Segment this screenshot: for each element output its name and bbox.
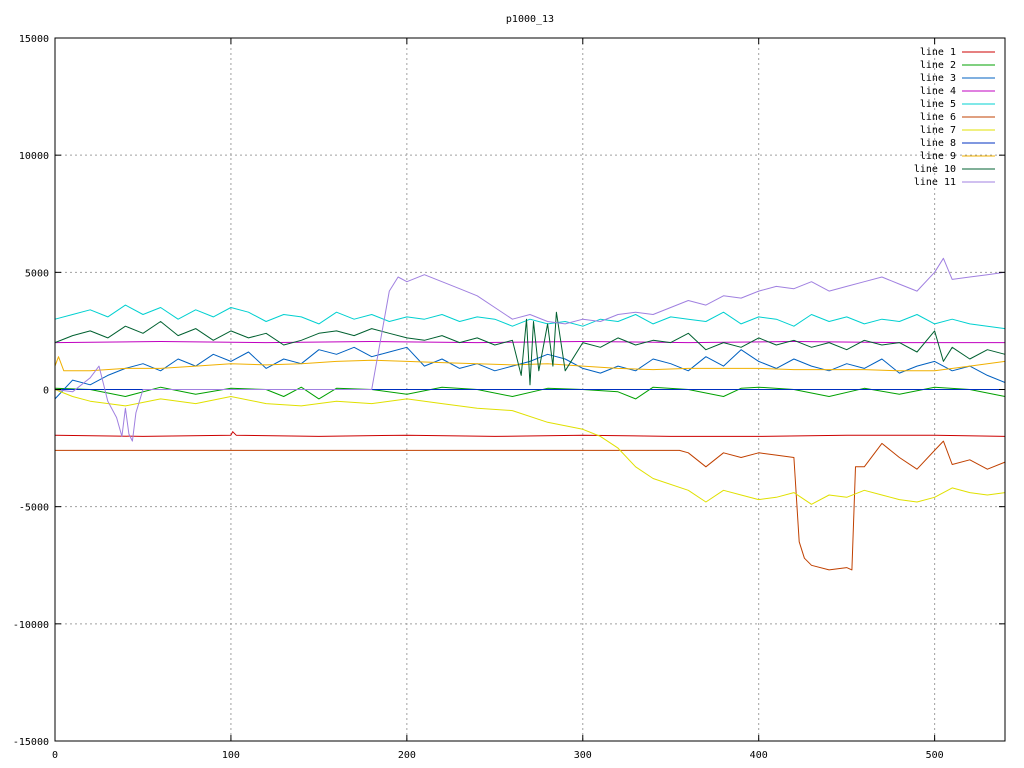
series-2-line bbox=[54, 386, 1006, 400]
y-tick-label: -10000 bbox=[13, 620, 49, 631]
series-6-line bbox=[55, 440, 1006, 571]
y-tick-label: -15000 bbox=[13, 737, 49, 748]
y-tick-label: 5000 bbox=[25, 268, 49, 279]
series-9-line bbox=[54, 356, 1006, 372]
series-10-line bbox=[54, 311, 1006, 386]
series-group bbox=[54, 257, 1006, 571]
series-11-line bbox=[54, 257, 1006, 442]
x-tick-label: 200 bbox=[398, 750, 416, 761]
legend: line 1 line 2 line 3 line 4 line 5 line 6 line… bbox=[914, 47, 995, 188]
legend-label: line 11 bbox=[914, 177, 956, 188]
legend-label: line 5 bbox=[920, 99, 956, 110]
legend-label: line 3 bbox=[920, 73, 956, 84]
series-1-line bbox=[54, 431, 1006, 437]
x-tick-label: 100 bbox=[222, 750, 240, 761]
legend-label: line 10 bbox=[914, 164, 956, 175]
legend-label: line 2 bbox=[920, 60, 956, 71]
x-tick-label: 500 bbox=[926, 750, 944, 761]
legend-label: line 9 bbox=[920, 151, 956, 162]
legend-label: line 7 bbox=[920, 125, 956, 136]
legend-label: line 6 bbox=[920, 112, 956, 123]
series-3-line bbox=[54, 346, 1006, 400]
y-tick-label: -5000 bbox=[19, 503, 49, 514]
axis-ticks: 0 100 200 300 400 500 -15000 -10000 -5000 0 5000 10… bbox=[13, 34, 1005, 761]
legend-label: line 4 bbox=[920, 86, 956, 97]
series-7-line bbox=[54, 389, 1006, 505]
legend-label: line 8 bbox=[920, 138, 956, 149]
y-tick-label: 10000 bbox=[19, 151, 49, 162]
y-tick-label: 0 bbox=[43, 386, 49, 397]
series-5-line bbox=[54, 304, 1006, 330]
chart-title: p1000_13 bbox=[506, 14, 554, 25]
legend-label: line 1 bbox=[920, 47, 956, 58]
series-4-line bbox=[54, 341, 1005, 344]
x-tick-label: 300 bbox=[574, 750, 592, 761]
y-tick-label: 15000 bbox=[19, 34, 49, 45]
x-tick-label: 400 bbox=[750, 750, 768, 761]
x-tick-label: 0 bbox=[52, 750, 58, 761]
